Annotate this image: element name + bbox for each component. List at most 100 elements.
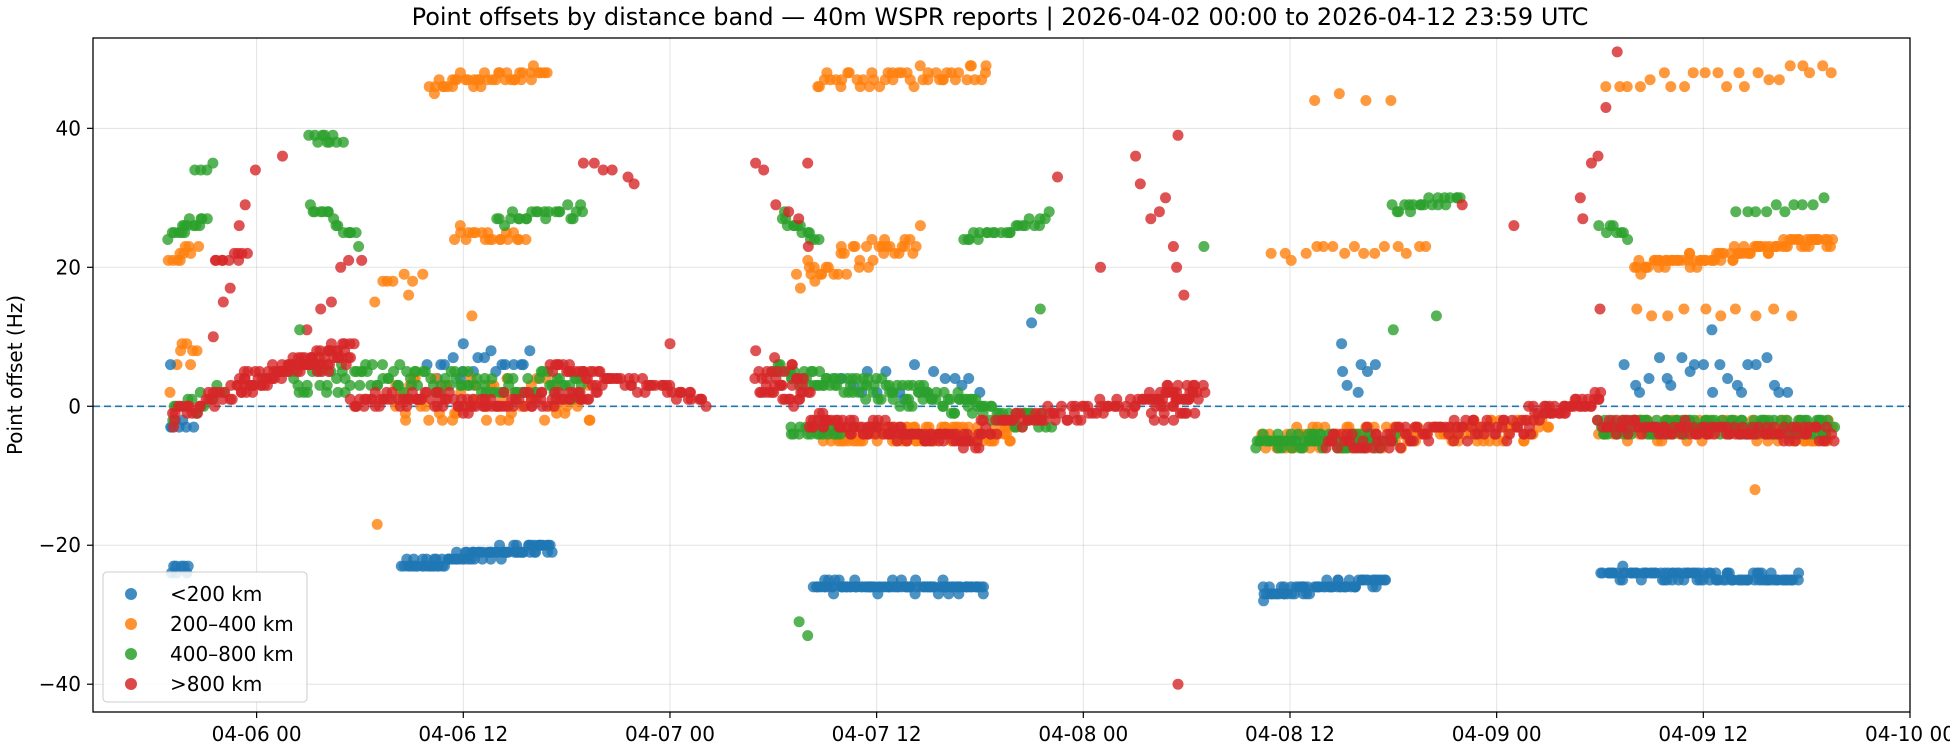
data-point bbox=[963, 373, 975, 384]
data-point bbox=[1497, 414, 1509, 426]
data-point bbox=[758, 164, 770, 176]
data-point bbox=[1712, 67, 1724, 79]
outlier-point bbox=[1594, 303, 1606, 315]
data-point bbox=[541, 67, 553, 79]
data-point bbox=[387, 275, 399, 287]
data-point bbox=[471, 373, 483, 384]
data-point bbox=[1385, 95, 1397, 106]
data-point bbox=[843, 67, 855, 79]
x-tick-label: 04-06 00 bbox=[212, 722, 302, 746]
data-point bbox=[1721, 81, 1733, 93]
data-point bbox=[1782, 386, 1794, 398]
data-point bbox=[377, 359, 388, 371]
data-point bbox=[1315, 428, 1327, 440]
outlier-point bbox=[466, 310, 478, 322]
data-point bbox=[555, 393, 567, 405]
x-tick-label: 04-07 00 bbox=[625, 722, 715, 746]
data-point bbox=[454, 220, 466, 232]
data-point bbox=[1337, 366, 1349, 377]
data-point bbox=[345, 352, 356, 364]
data-point bbox=[1827, 234, 1839, 245]
data-point bbox=[814, 366, 825, 377]
outlier-point bbox=[294, 324, 306, 336]
data-point bbox=[1341, 379, 1353, 391]
data-point bbox=[1180, 407, 1192, 419]
data-point bbox=[369, 296, 381, 308]
data-point bbox=[495, 414, 507, 426]
outlier-point bbox=[457, 338, 469, 350]
data-point bbox=[481, 414, 492, 426]
data-point bbox=[783, 206, 795, 218]
x-tick-label: 04-08 00 bbox=[1038, 722, 1128, 746]
data-point bbox=[201, 213, 213, 225]
data-point bbox=[1611, 46, 1623, 58]
data-point bbox=[953, 67, 964, 79]
data-point bbox=[1817, 435, 1829, 447]
data-point bbox=[1752, 67, 1764, 79]
data-point bbox=[1750, 206, 1762, 218]
data-point bbox=[849, 241, 861, 252]
data-point bbox=[1407, 435, 1419, 447]
data-point bbox=[1784, 60, 1796, 72]
y-tick-label: 0 bbox=[68, 394, 81, 418]
data-point bbox=[1317, 241, 1329, 252]
data-point bbox=[1390, 421, 1402, 433]
data-point bbox=[1634, 81, 1646, 93]
data-point bbox=[517, 67, 529, 79]
legend-box bbox=[102, 571, 308, 703]
data-point bbox=[1722, 373, 1734, 384]
outlier-point bbox=[1508, 220, 1520, 232]
data-point bbox=[1346, 428, 1358, 440]
outlier-point bbox=[1749, 484, 1761, 496]
data-point bbox=[438, 359, 450, 371]
data-point bbox=[188, 421, 200, 433]
outlier-point bbox=[1026, 317, 1038, 329]
data-point bbox=[1467, 414, 1479, 426]
data-point bbox=[1292, 428, 1304, 440]
data-point bbox=[841, 268, 852, 280]
data-point bbox=[353, 241, 365, 252]
data-point bbox=[185, 247, 197, 259]
data-point bbox=[1327, 241, 1339, 252]
data-point bbox=[577, 206, 588, 218]
data-point bbox=[1167, 241, 1179, 252]
data-point bbox=[832, 268, 844, 280]
data-point bbox=[1789, 435, 1801, 447]
data-point bbox=[544, 539, 556, 551]
y-axis: 40 20 0 −20 −40 bbox=[39, 116, 93, 696]
data-point bbox=[348, 338, 360, 350]
data-point bbox=[1004, 227, 1016, 239]
data-point bbox=[354, 379, 366, 391]
data-point bbox=[1593, 220, 1605, 232]
data-point bbox=[1061, 414, 1073, 426]
data-point bbox=[356, 254, 368, 266]
outlier-point bbox=[1095, 261, 1106, 273]
data-point bbox=[1715, 310, 1727, 322]
data-point bbox=[249, 164, 261, 176]
y-axis-label: Point offset (Hz) bbox=[3, 295, 27, 455]
data-point bbox=[685, 393, 697, 405]
data-point bbox=[1360, 95, 1372, 106]
data-point bbox=[1698, 359, 1709, 371]
x-tick-label: 04-09 12 bbox=[1658, 722, 1748, 746]
data-point bbox=[1714, 359, 1726, 371]
outlier-point bbox=[165, 359, 176, 371]
data-point bbox=[1788, 199, 1800, 211]
data-point bbox=[366, 359, 378, 371]
data-point bbox=[1339, 247, 1351, 259]
data-point bbox=[398, 268, 410, 280]
data-point bbox=[1352, 386, 1364, 398]
data-point bbox=[1385, 435, 1397, 447]
data-point bbox=[1828, 435, 1840, 447]
data-point bbox=[417, 268, 429, 280]
data-point bbox=[584, 414, 596, 426]
data-point bbox=[407, 275, 419, 287]
data-point bbox=[185, 359, 197, 371]
data-point bbox=[1688, 359, 1700, 371]
data-point bbox=[1750, 359, 1762, 371]
data-point bbox=[475, 81, 487, 93]
data-point bbox=[1369, 359, 1381, 371]
data-point bbox=[403, 289, 415, 301]
data-point bbox=[1420, 241, 1432, 252]
